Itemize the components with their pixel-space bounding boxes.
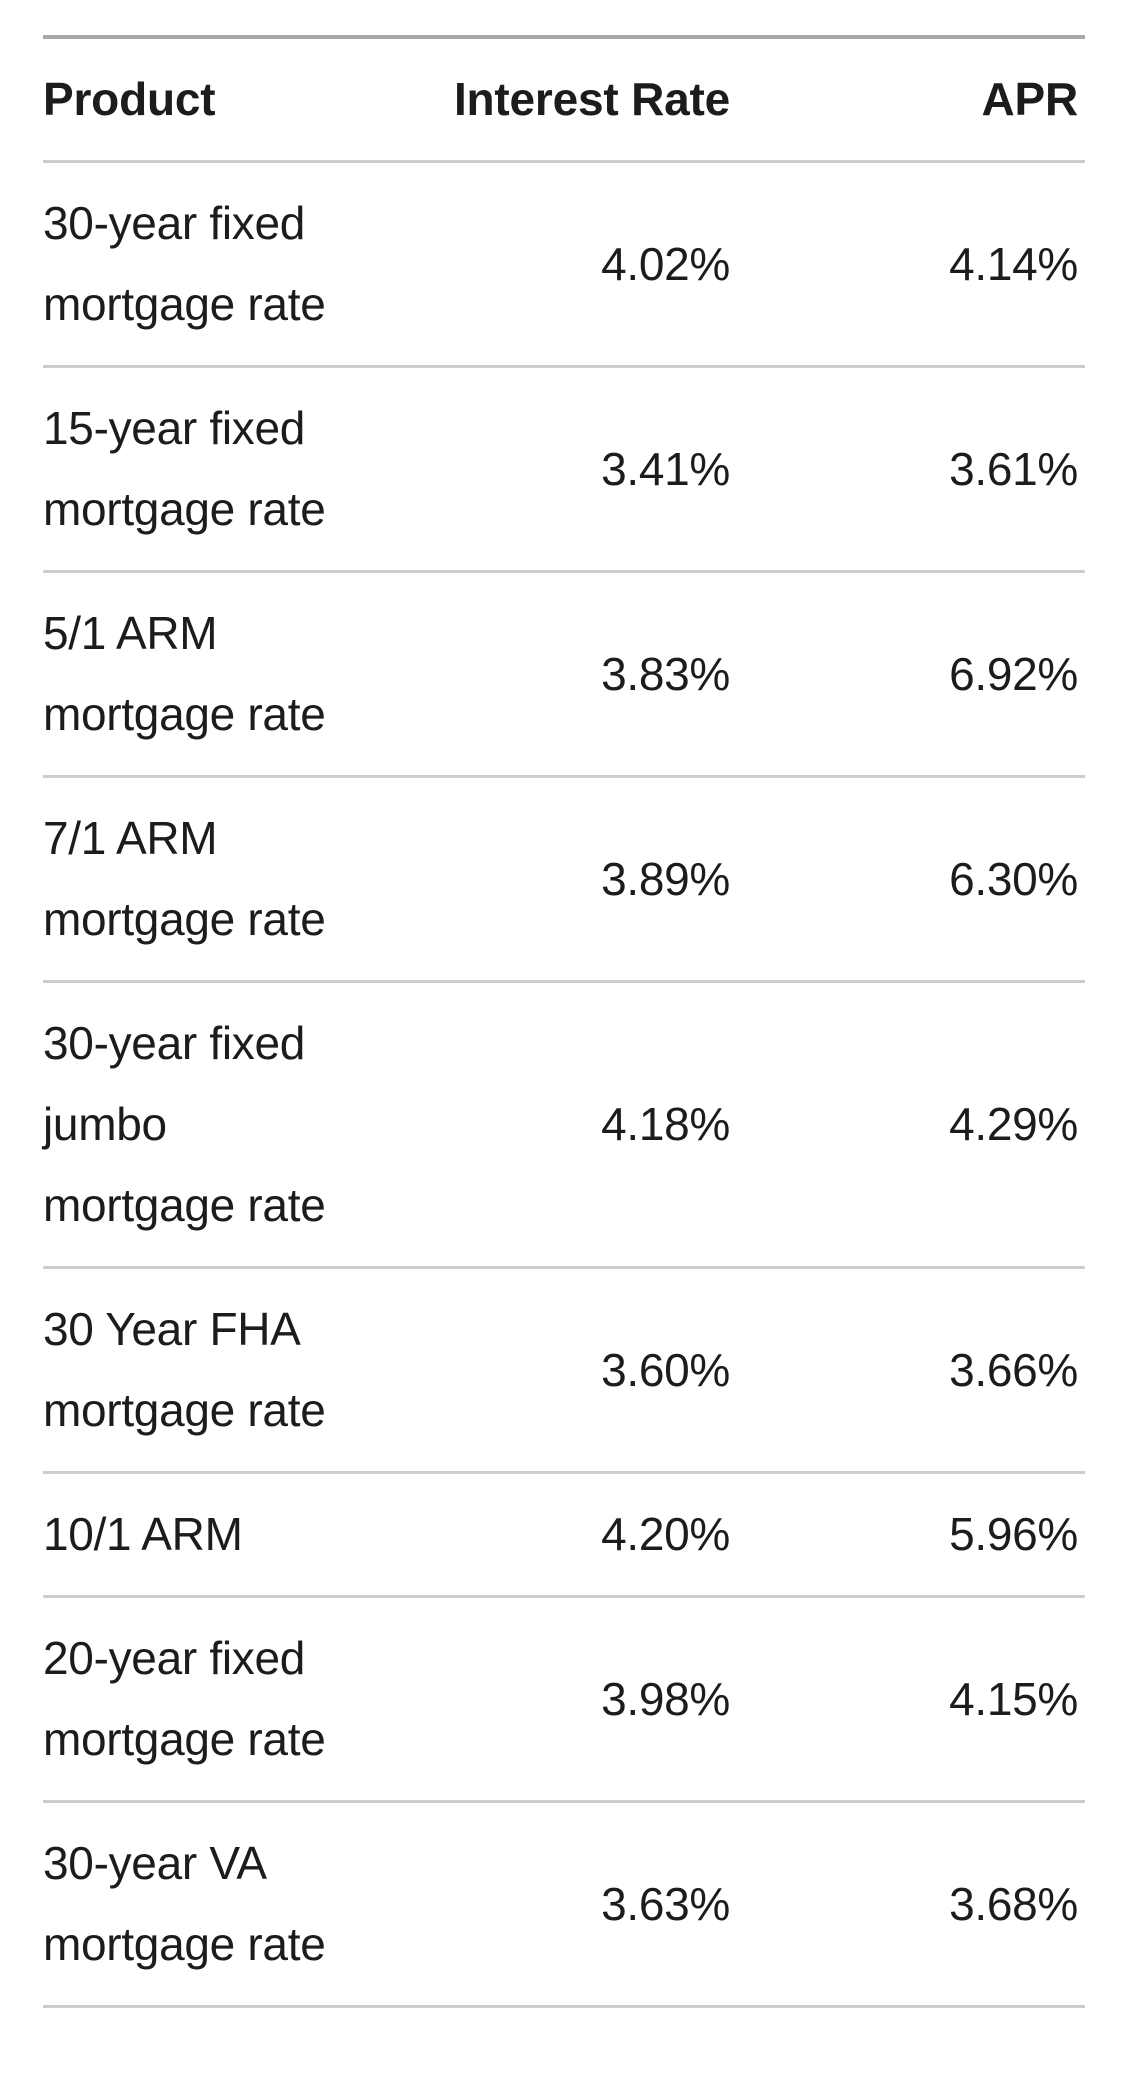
product-line: mortgage rate xyxy=(43,483,326,535)
product-line: 30-year fixed xyxy=(43,1017,306,1069)
interest-rate-cell: 3.63% xyxy=(601,1877,730,1930)
interest-rate-cell: 4.02% xyxy=(601,237,730,290)
interest-rate-cell: 3.98% xyxy=(601,1672,730,1725)
product-line: 10/1 ARM xyxy=(43,1508,243,1560)
product-line: 30-year fixed xyxy=(43,197,306,249)
interest-rate-cell: 3.41% xyxy=(601,442,730,495)
table-row-30-year-fixed: 30-year fixed mortgage rate 4.02% 4.14% xyxy=(43,163,1085,368)
product-cell: 30-year fixed jumbo mortgage rate xyxy=(43,1003,383,1246)
interest-rate-cell: 3.89% xyxy=(601,852,730,905)
product-cell: 15-year fixed mortgage rate xyxy=(43,388,383,550)
column-header-apr: APR xyxy=(981,73,1078,125)
table-row-20-year-fixed: 20-year fixed mortgage rate 3.98% 4.15% xyxy=(43,1598,1085,1803)
product-line: 5/1 ARM xyxy=(43,607,218,659)
mortgage-rates-table: Product Interest Rate APR 30-year fixed … xyxy=(43,35,1085,2008)
product-line: mortgage rate xyxy=(43,688,326,740)
product-cell: 10/1 ARM xyxy=(43,1494,383,1575)
product-line: mortgage rate xyxy=(43,893,326,945)
product-cell: 30 Year FHA mortgage rate xyxy=(43,1289,383,1451)
product-line: mortgage rate xyxy=(43,278,326,330)
table-header-row: Product Interest Rate APR xyxy=(43,39,1085,163)
interest-rate-cell: 3.83% xyxy=(601,647,730,700)
product-line: jumbo xyxy=(43,1098,167,1150)
table-row-30-year-fha: 30 Year FHA mortgage rate 3.60% 3.66% xyxy=(43,1269,1085,1474)
product-line: 15-year fixed xyxy=(43,402,306,454)
product-line: 7/1 ARM xyxy=(43,812,218,864)
column-header-interest-rate: Interest Rate xyxy=(453,73,730,125)
product-cell: 20-year fixed mortgage rate xyxy=(43,1618,383,1780)
interest-rate-cell: 4.18% xyxy=(601,1098,730,1150)
apr-cell: 4.14% xyxy=(949,237,1078,290)
product-line: 30 Year FHA xyxy=(43,1303,301,1355)
table-row-30-year-fixed-jumbo: 30-year fixed jumbo mortgage rate 4.18% … xyxy=(43,983,1085,1269)
interest-rate-cell: 3.60% xyxy=(601,1343,730,1396)
product-line: 30-year VA xyxy=(43,1837,267,1889)
product-line: mortgage rate xyxy=(43,1713,326,1765)
product-line: mortgage rate xyxy=(43,1179,326,1231)
column-header-product: Product xyxy=(43,73,216,125)
apr-cell: 4.15% xyxy=(949,1672,1078,1725)
table-row-7-1-arm: 7/1 ARM mortgage rate 3.89% 6.30% xyxy=(43,778,1085,983)
interest-rate-cell: 4.20% xyxy=(601,1508,730,1560)
apr-cell: 4.29% xyxy=(949,1098,1078,1150)
apr-cell: 6.92% xyxy=(949,647,1078,700)
product-line: mortgage rate xyxy=(43,1384,326,1436)
product-cell: 30-year fixed mortgage rate xyxy=(43,183,383,345)
product-cell: 5/1 ARM mortgage rate xyxy=(43,593,383,755)
table-row-5-1-arm: 5/1 ARM mortgage rate 3.83% 6.92% xyxy=(43,573,1085,778)
product-cell: 30-year VA mortgage rate xyxy=(43,1823,383,1985)
product-cell: 7/1 ARM mortgage rate xyxy=(43,798,383,960)
apr-cell: 3.66% xyxy=(949,1343,1078,1396)
product-line: mortgage rate xyxy=(43,1918,326,1970)
apr-cell: 5.96% xyxy=(949,1508,1078,1560)
table-row-30-year-va: 30-year VA mortgage rate 3.63% 3.68% xyxy=(43,1803,1085,2008)
table-row-10-1-arm: 10/1 ARM 4.20% 5.96% xyxy=(43,1474,1085,1598)
product-line: 20-year fixed xyxy=(43,1632,306,1684)
apr-cell: 3.61% xyxy=(949,442,1078,495)
apr-cell: 3.68% xyxy=(949,1877,1078,1930)
apr-cell: 6.30% xyxy=(949,852,1078,905)
table-row-15-year-fixed: 15-year fixed mortgage rate 3.41% 3.61% xyxy=(43,368,1085,573)
